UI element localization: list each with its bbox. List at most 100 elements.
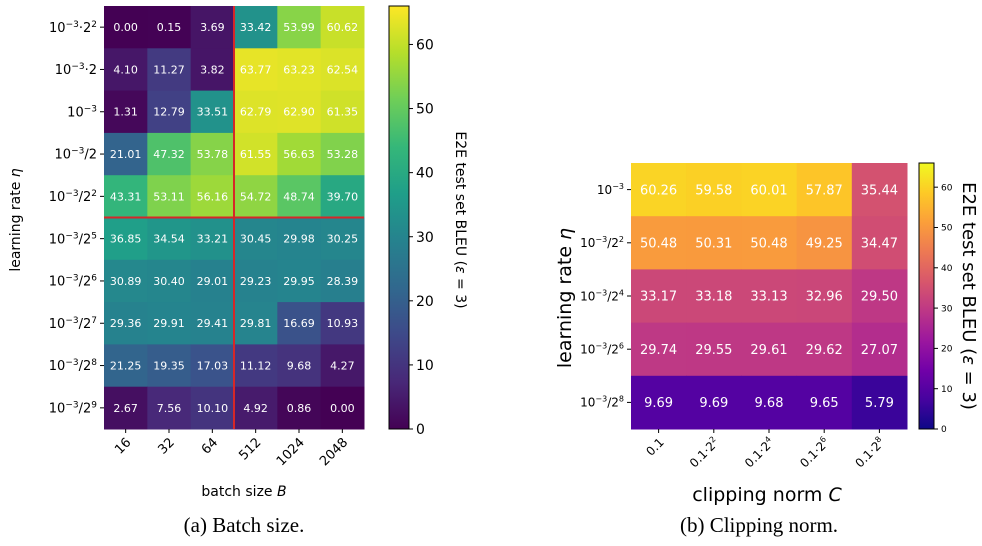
heatmap-cell <box>190 302 235 345</box>
x-tick-label: 1024 <box>274 435 308 469</box>
batch-size-colorbar: 0 10 20 30 40 50 60 <box>388 5 434 438</box>
batch-size-x-tick-labels: 16 32 64 512 1024 2048 <box>112 429 351 469</box>
heatmap-cell <box>104 48 148 92</box>
heatmap-value-label: 29.61 <box>750 343 787 358</box>
heatmap-value-label: 33.17 <box>640 290 677 305</box>
colorbar-tick-label: 0 <box>416 422 425 438</box>
batch-size-heatmap-cells <box>104 6 365 430</box>
colorbar-tick-label: 20 <box>416 294 434 310</box>
heatmap-cell <box>741 163 798 217</box>
heatmap-cell <box>320 48 365 92</box>
heatmap-value-label: 56.63 <box>283 148 315 161</box>
heatmap-value-label: 33.42 <box>240 21 272 34</box>
heatmap-cell <box>277 132 322 176</box>
heatmap-value-label: 29.81 <box>240 317 272 330</box>
heatmap-cell <box>320 302 365 345</box>
heatmap-cell <box>104 344 148 388</box>
heatmap-value-label: 43.31 <box>110 190 142 203</box>
heatmap-value-label: 30.45 <box>240 233 272 246</box>
heatmap-cell <box>104 6 148 49</box>
heatmap-cell <box>277 90 322 134</box>
heatmap-cell <box>104 259 148 303</box>
heatmap-cell <box>104 302 148 345</box>
heatmap-cell <box>277 344 322 388</box>
clipping-norm-y-tick-labels: 10−3​ 10−3/22​ 10−3/24​ 10−3/26​ 10−3/28​ <box>580 182 631 410</box>
heatmap-cell <box>851 375 908 430</box>
heatmap-value-label: 0.15 <box>157 21 182 34</box>
clipping-norm-y-axis-label: learning rate η <box>554 228 576 368</box>
heatmap-value-label: 30.89 <box>110 275 142 288</box>
heatmap-value-label: 50.48 <box>750 236 787 251</box>
heatmap-value-label: 61.35 <box>327 106 359 119</box>
batch-size-colorbar-label: E2E test set BLEU (ε = 3) <box>452 131 468 308</box>
colorbar-tick-label: 30 <box>941 304 953 314</box>
heatmap-cell <box>234 6 278 49</box>
heatmap-cell <box>190 6 235 49</box>
colorbar-tick-label: 40 <box>416 166 434 182</box>
y-tick-label: 10−3/22​ <box>49 189 97 205</box>
heatmap-cell <box>234 217 278 261</box>
heatmap-cell <box>147 132 192 176</box>
clipping-norm-colorbar: 0 10 20 30 40 50 60 <box>918 162 953 435</box>
heatmap-value-label: 53.28 <box>327 148 359 161</box>
heatmap-cell <box>147 217 192 261</box>
heatmap-value-label: 33.13 <box>750 290 787 305</box>
heatmap-value-label: 29.62 <box>806 343 843 358</box>
heatmap-value-label: 0.00 <box>113 21 138 34</box>
heatmap-value-label: 59.58 <box>695 183 732 198</box>
heatmap-value-label: 33.51 <box>197 106 229 119</box>
y-tick-label: 10−3/26​ <box>49 274 97 290</box>
heatmap-value-label: 47.32 <box>153 148 185 161</box>
heatmap-value-label: 30.25 <box>327 233 359 246</box>
heatmap-value-label: 7.56 <box>157 402 182 415</box>
heatmap-cell <box>686 216 742 270</box>
heatmap-value-label: 29.98 <box>283 233 315 246</box>
heatmap-value-label: 9.69 <box>699 396 728 411</box>
heatmap-value-label: 9.69 <box>644 396 673 411</box>
heatmap-value-label: 63.23 <box>283 63 315 76</box>
heatmap-cell <box>851 163 908 217</box>
heatmap-value-label: 0.00 <box>330 402 355 415</box>
heatmap-cell <box>320 6 365 49</box>
heatmap-value-label: 4.10 <box>113 63 138 76</box>
heatmap-value-label: 29.41 <box>197 317 229 330</box>
heatmap-value-label: 53.99 <box>283 21 315 34</box>
heatmap-value-label: 0.86 <box>287 402 312 415</box>
heatmap-cell <box>796 163 853 217</box>
heatmap-cell <box>147 302 192 345</box>
heatmap-cell <box>234 302 278 345</box>
heatmap-value-label: 57.87 <box>806 183 843 198</box>
heatmap-cell <box>686 375 742 430</box>
heatmap-value-label: 53.78 <box>197 148 229 161</box>
colorbar-tick-label: 50 <box>416 102 434 118</box>
heatmap-cell <box>851 216 908 270</box>
heatmap-cell <box>631 269 687 324</box>
heatmap-value-label: 56.16 <box>197 190 229 203</box>
heatmap-cell <box>631 216 687 270</box>
heatmap-cell <box>277 302 322 345</box>
heatmap-cell <box>104 175 148 218</box>
heatmap-cell <box>277 217 322 261</box>
clipping-norm-caption: (b) Clipping norm. <box>680 513 838 537</box>
clipping-norm-heatmap-cells <box>631 163 908 430</box>
heatmap-value-label: 19.35 <box>153 360 185 373</box>
heatmap-cell <box>190 386 235 430</box>
x-tick-label: 512 <box>236 435 264 463</box>
heatmap-value-label: 30.40 <box>153 275 185 288</box>
heatmap-value-label: 61.55 <box>240 148 272 161</box>
heatmap-cell <box>320 217 365 261</box>
heatmap-value-label: 29.23 <box>240 275 272 288</box>
colorbar-tick-label: 10 <box>416 358 434 374</box>
heatmap-cell <box>631 163 687 217</box>
heatmap-value-label: 63.77 <box>240 63 272 76</box>
heatmap-cell <box>104 132 148 176</box>
clipping-norm-x-axis-label: clipping norm C <box>692 484 842 506</box>
heatmap-value-label: 29.74 <box>640 343 677 358</box>
heatmap-value-label: 29.55 <box>695 343 732 358</box>
x-tick-label: 0.1·26​ <box>797 435 833 471</box>
batch-size-x-axis-label: batch size B <box>201 484 286 500</box>
heatmap-cell <box>147 175 192 218</box>
x-tick-label: 0.1·28​ <box>852 435 888 471</box>
heatmap-value-label: 28.39 <box>327 275 359 288</box>
